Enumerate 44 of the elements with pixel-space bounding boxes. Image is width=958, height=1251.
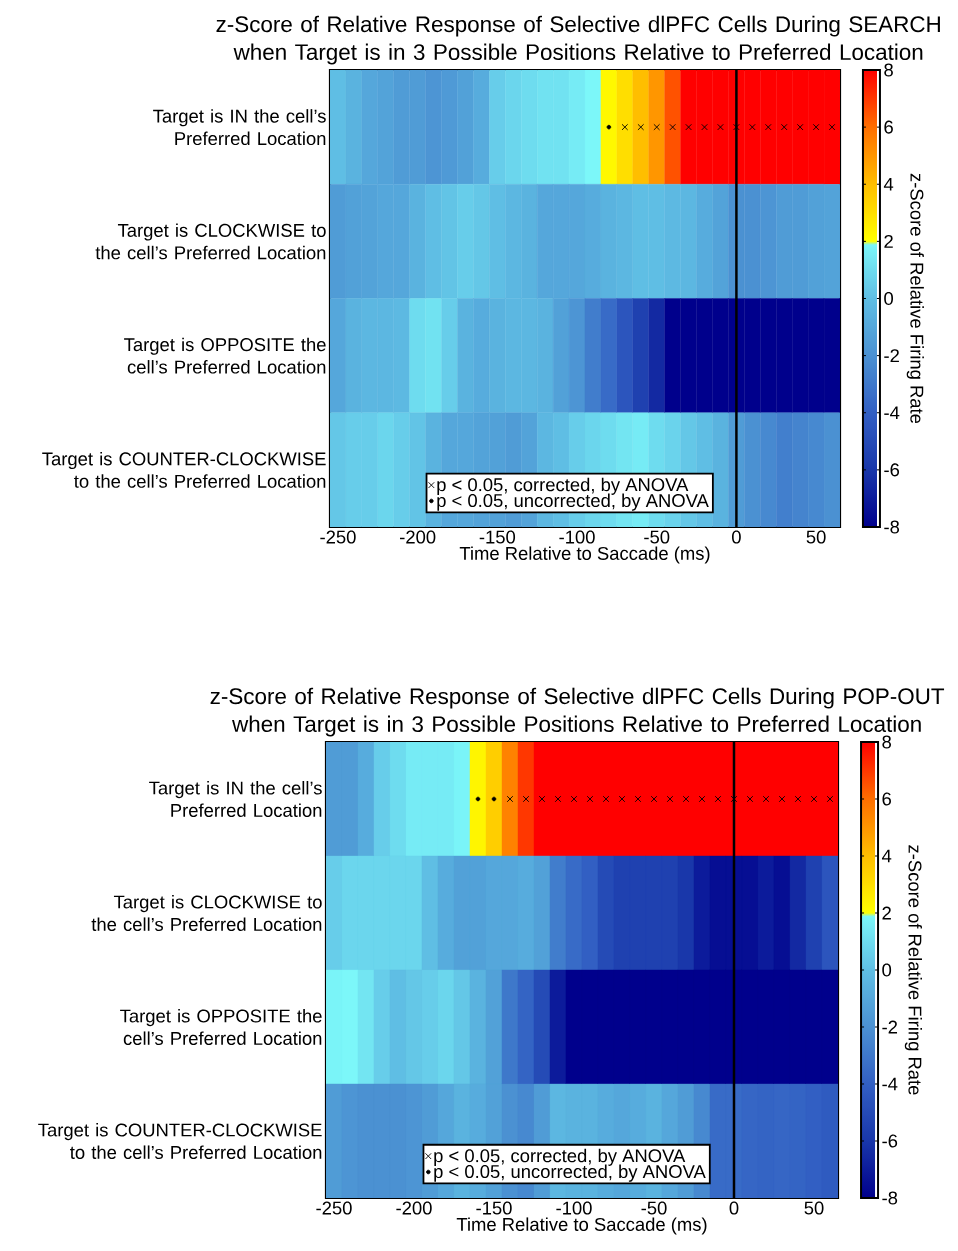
color-bar-label: -2 <box>882 1020 898 1034</box>
color-bar-label: -8 <box>884 520 900 534</box>
y-tick-label: Target is IN the cell’s Preferred Location <box>153 109 326 146</box>
color-bar-label: 6 <box>882 792 891 806</box>
x-tick-label: -200 <box>400 530 436 544</box>
x-tick-label: -250 <box>316 1201 352 1215</box>
color-bar-label: -8 <box>882 1191 898 1205</box>
x-tick-label: 0 <box>729 1201 739 1215</box>
color-bar-label: -4 <box>882 1077 898 1091</box>
color-bar-label: 4 <box>883 177 894 191</box>
color-bar-title: z-Score of Relative Firing Rate <box>904 845 922 1095</box>
x-axis-title: Time Relative to Saccade (ms) <box>456 1217 707 1235</box>
color-bar-label: 0 <box>884 291 893 306</box>
color-bar-label: 2 <box>884 234 893 248</box>
color-bar-label: -2 <box>884 349 899 363</box>
y-tick-label: Target is COUNTER-CLOCKWISE to the cell’s Preferred Location <box>42 451 326 488</box>
y-tick-label: Target is OPPOSITE the cell’s Preferred Location <box>124 337 326 374</box>
y-tick-label: Target is IN the cell’s Preferred Location <box>149 781 322 817</box>
color-bar-title: z-Score of Relative Firing Rate <box>906 173 924 424</box>
x-axis-title: Time Relative to Saccade (ms) <box>459 546 710 564</box>
y-tick-label: Target is OPPOSITE the cell’s Preferred Location <box>120 1009 322 1045</box>
x-tick-label: -200 <box>396 1201 432 1215</box>
color-bar-label: -6 <box>884 463 900 477</box>
x-tick-label: -50 <box>644 530 670 544</box>
y-tick-label: Target is CLOCKWISE to the cell’s Preferred Location <box>95 223 326 260</box>
color-bar-label: 0 <box>882 963 892 977</box>
color-bar-label: 8 <box>884 63 893 77</box>
x-tick-label: -100 <box>559 530 595 544</box>
color-bar-label: -6 <box>882 1134 898 1148</box>
x-tick-label: -250 <box>320 530 356 544</box>
color-bar-label: 2 <box>882 906 891 920</box>
color-bar-label: 8 <box>882 735 892 749</box>
y-tick-label: Target is COUNTER-CLOCKWISE to the cell’s Preferred Location <box>38 1123 322 1159</box>
x-tick-label: -100 <box>556 1201 592 1215</box>
x-tick-label: 0 <box>732 530 741 544</box>
x-tick-label: 50 <box>804 1201 824 1215</box>
x-tick-label: -150 <box>476 1201 512 1215</box>
x-tick-label: -50 <box>641 1201 667 1215</box>
y-tick-label: Target is CLOCKWISE to the cell’s Preferred Location <box>91 895 322 931</box>
color-bar-label: 4 <box>881 849 892 863</box>
color-bar-label: -4 <box>884 406 900 420</box>
x-tick-label: -150 <box>479 530 516 544</box>
x-tick-label: 50 <box>806 530 826 544</box>
color-bar-label: 6 <box>884 120 893 134</box>
